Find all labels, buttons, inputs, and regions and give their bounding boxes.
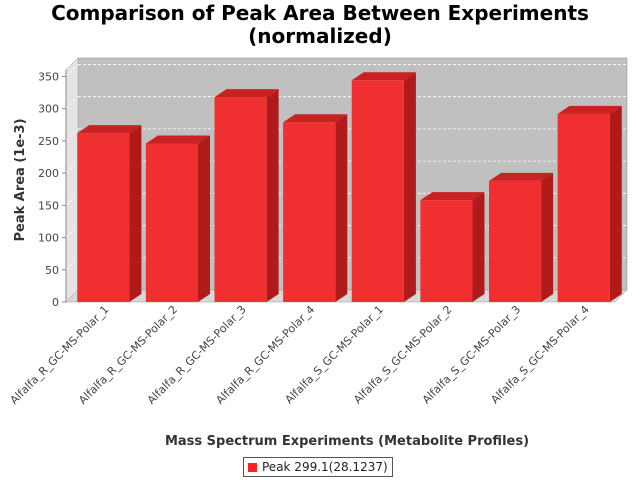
bar <box>420 192 485 302</box>
bar-front <box>214 97 267 302</box>
bar-side <box>335 114 348 302</box>
y-tick-label: 300 <box>38 103 59 116</box>
bar-top <box>77 125 142 134</box>
gridline-side <box>65 257 79 271</box>
bar <box>488 172 554 302</box>
y-tick-label: 100 <box>38 232 59 245</box>
bar-front <box>351 80 404 302</box>
y-tick-label: 200 <box>38 167 59 180</box>
bar-top <box>557 105 622 114</box>
gridline-side <box>65 96 79 109</box>
gridline-side <box>65 225 79 238</box>
x-axis-label: Mass Spectrum Experiments (Metabolite Pr… <box>165 434 529 449</box>
bar-side <box>541 172 554 302</box>
bar-front <box>283 122 336 302</box>
y-tick-label: 250 <box>38 135 59 148</box>
gridline-side <box>65 193 79 206</box>
bar-side <box>403 72 416 302</box>
bar-top <box>214 89 279 98</box>
bar-front <box>420 200 473 302</box>
chart-title-line-2: (normalized) <box>248 24 392 48</box>
bar-top <box>283 114 348 123</box>
legend-label: Peak 299.1(28.1237) <box>262 460 388 474</box>
bar-top <box>351 72 416 81</box>
legend-swatch <box>248 462 257 472</box>
plot-side-wall <box>65 57 79 303</box>
bar <box>557 105 622 302</box>
y-tick-label: 150 <box>38 199 59 212</box>
bar-front <box>145 143 199 302</box>
bar-top <box>488 172 554 181</box>
bar-top <box>145 135 211 144</box>
bar-side <box>609 105 622 302</box>
bars <box>77 72 622 303</box>
bar <box>351 72 416 302</box>
bar-side <box>129 125 142 303</box>
gridline-side <box>65 64 79 77</box>
bar <box>283 114 348 302</box>
y-axis-label: Peak Area (1e-3) <box>13 118 28 241</box>
bar-front <box>557 113 610 302</box>
bar <box>145 135 211 302</box>
y-tick-label: 350 <box>38 70 59 83</box>
bar-side <box>472 192 485 302</box>
bar-side <box>266 89 279 302</box>
legend: Peak 299.1(28.1237) <box>243 457 393 477</box>
chart-title: Comparison of Peak Area Between Experime… <box>0 2 640 48</box>
bar-top <box>420 192 485 201</box>
bar-front <box>488 180 542 302</box>
bar <box>77 125 142 303</box>
bar <box>214 89 279 302</box>
y-tick-label: 0 <box>52 296 59 309</box>
bar-side <box>198 135 211 302</box>
bar-front <box>77 133 130 302</box>
y-tick-label: 50 <box>45 264 59 277</box>
x-axis: Alfalfa_R_GC-MS-Polar_1Alfalfa_R_GC-MS-P… <box>8 303 592 407</box>
y-axis: 0 50 100 150 200 250 300 350 <box>38 70 67 309</box>
chart-title-line-1: Comparison of Peak Area Between Experime… <box>51 1 589 25</box>
gridline-side <box>65 128 79 142</box>
gridline-side <box>65 160 79 174</box>
